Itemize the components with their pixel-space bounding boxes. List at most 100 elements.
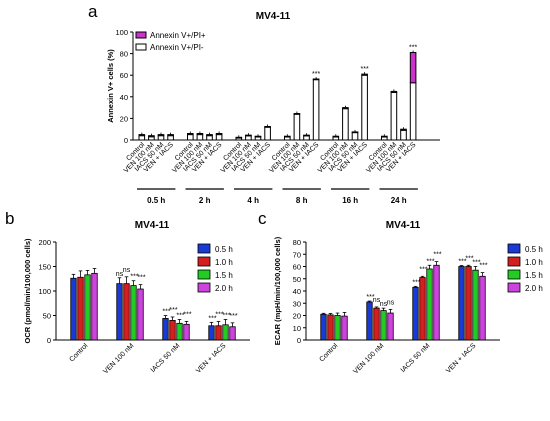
- bar-annexin-v-pi-pos: [342, 107, 349, 110]
- bar-annexin-v-pi-neg: [196, 134, 204, 141]
- bar-1-5-h: [222, 324, 229, 341]
- bar-2-0-h: [91, 272, 98, 341]
- y-axis-label: OCR (pmol/min/100,000 cells): [23, 238, 32, 344]
- panel-b-title: MV4-11: [135, 220, 170, 231]
- bar-1-5-h: [130, 285, 137, 341]
- bar-annexin-v-pi-pos: [138, 134, 146, 137]
- bar-2-0-h: [137, 288, 144, 341]
- bar-2-0-h: [183, 323, 190, 341]
- bar-0-5-h: [320, 313, 327, 341]
- y-tick-label: 0: [47, 336, 51, 345]
- panel-c-letter: c: [258, 209, 267, 228]
- legend-label-1-0-h: 1.0 h: [525, 258, 543, 267]
- significance-label: ***: [162, 309, 170, 316]
- timepoint-label: 16 h: [342, 196, 358, 205]
- significance-label: ***: [419, 266, 427, 273]
- y-tick-label: 20: [293, 312, 301, 321]
- bar-1-0-h: [373, 307, 380, 341]
- bar-annexin-v-pi-neg: [215, 134, 223, 141]
- bar-1-5-h: [426, 268, 433, 341]
- y-tick-label: 0: [297, 336, 301, 345]
- bar-1-5-h: [176, 322, 183, 341]
- legend-swatch-2-0-h: [197, 282, 211, 293]
- bar-annexin-v-pi-neg: [187, 134, 194, 141]
- significance-label: ***: [479, 263, 487, 270]
- bar-1-0-h: [169, 319, 176, 341]
- significance-label: ***: [183, 311, 191, 318]
- legend-label-2-0-h: 2.0 h: [215, 284, 233, 293]
- timepoint-label: 24 h: [391, 196, 407, 205]
- bar-annexin-v-pi-pos: [312, 78, 320, 81]
- y-tick-label: 100: [38, 287, 51, 296]
- bar-1-0-h: [77, 276, 84, 341]
- significance-label: ***: [169, 307, 177, 314]
- y-tick-label: 80: [120, 50, 128, 59]
- bar-annexin-v-pi-pos: [215, 133, 223, 136]
- bar-0-5-h: [162, 318, 169, 341]
- bar-annexin-v-pi-neg: [409, 82, 417, 141]
- bar-2-0-h: [341, 315, 348, 341]
- significance-label: ***: [229, 313, 237, 320]
- y-tick-label: 70: [293, 250, 301, 259]
- significance-label: ns: [116, 271, 124, 278]
- timepoint-label: 0.5 h: [147, 196, 165, 205]
- legend-label-2-0-h: 2.0 h: [525, 284, 543, 293]
- significance-label: ns: [123, 267, 131, 274]
- bar-annexin-v-pi-pos: [196, 133, 204, 136]
- significance-label: ns: [373, 297, 381, 304]
- bar-2-0-h: [433, 264, 440, 341]
- y-axis-label: Annexin V+ cells (%): [106, 49, 115, 123]
- bar-annexin-v-pi-pos: [409, 52, 417, 84]
- legend-label-0-5-h: 0.5 h: [215, 245, 233, 254]
- legend-swatch-annexin-v-pi: [135, 43, 147, 51]
- category-label-ven-iacs: VEN + IACS: [445, 342, 478, 375]
- significance-label: ***: [312, 71, 320, 78]
- y-tick-label: 30: [293, 299, 301, 308]
- category-label-control: Control: [318, 342, 339, 363]
- bar-annexin-v-pi-pos: [206, 134, 213, 137]
- bar-annexin-v-pi-neg: [157, 135, 165, 141]
- y-tick-label: 50: [293, 275, 301, 284]
- legend-swatch-1-5-h: [197, 269, 211, 280]
- bar-0-5-h: [208, 325, 215, 341]
- significance-label: ***: [208, 315, 216, 322]
- bar-annexin-v-pi-neg: [400, 129, 407, 141]
- bar-1-0-h: [465, 266, 472, 341]
- y-tick-label: 150: [38, 263, 51, 272]
- category-label-ven-100-nm: VEN 100 nM: [352, 342, 385, 375]
- category-label-ven-100-nm: VEN 100 nM: [102, 342, 135, 375]
- significance-label: ns: [380, 301, 388, 308]
- y-tick-label: 200: [38, 238, 51, 247]
- bar-annexin-v-pi-neg: [361, 74, 368, 141]
- bar-annexin-v-pi-pos: [293, 113, 301, 115]
- legend-swatch-1-0-h: [507, 256, 521, 267]
- bar-0-5-h: [70, 277, 77, 341]
- significance-label: ***: [215, 311, 223, 318]
- legend-label-1-5-h: 1.5 h: [525, 271, 543, 280]
- bar-1-0-h: [123, 283, 130, 341]
- bar-annexin-v-pi-pos: [332, 135, 340, 138]
- bar-annexin-v-pi-pos: [264, 126, 271, 128]
- legend-label-1-5-h: 1.5 h: [215, 271, 233, 280]
- legend-label-0-5-h: 0.5 h: [525, 245, 543, 254]
- bar-0-5-h: [458, 266, 465, 341]
- category-label-control: Control: [68, 342, 89, 363]
- bar-annexin-v-pi-neg: [293, 113, 301, 141]
- bar-1-5-h: [84, 274, 91, 341]
- bar-annexin-v-pi-pos: [148, 135, 155, 138]
- category-label-iacs-50-nm: IACS 50 nM: [150, 342, 182, 374]
- panel-b-chart: 0 50 100 150 200 OCR (pmol/min/100,000 cells)…: [23, 238, 250, 375]
- bar-1-0-h: [419, 277, 426, 341]
- significance-label: ***: [465, 255, 473, 262]
- bar-annexin-v-pi-pos: [187, 133, 194, 136]
- timepoint-label: 2 h: [199, 196, 211, 205]
- category-label-iacs-50-nm: IACS 50 nM: [400, 342, 432, 374]
- bar-0-5-h: [366, 301, 373, 341]
- y-tick-label: 10: [293, 324, 301, 333]
- bar-2-0-h: [479, 275, 486, 341]
- bar-annexin-v-pi-pos: [167, 134, 174, 137]
- bar-annexin-v-pi-pos: [284, 135, 291, 138]
- y-tick-label: 60: [120, 71, 128, 80]
- significance-label: ***: [433, 252, 441, 259]
